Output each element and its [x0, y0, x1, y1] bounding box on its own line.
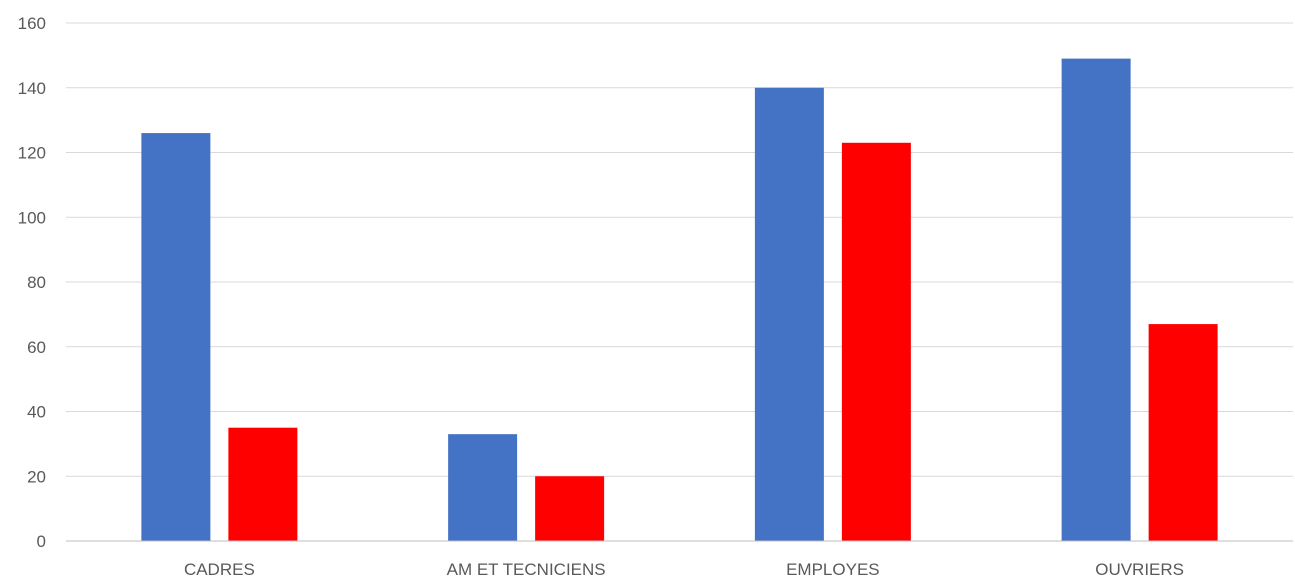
bar-ouvriers-series-2 [1148, 324, 1218, 541]
y-axis-tick-labels: 0 20 40 60 80 100 120 140 160 [18, 14, 46, 551]
bar-employes-series-1 [754, 87, 824, 541]
x-category-label: AM ET TECNICIENS [447, 560, 606, 579]
y-tick-label: 60 [27, 338, 46, 357]
x-category-label: OUVRIERS [1095, 560, 1184, 579]
gridlines [66, 22, 1293, 477]
bars [141, 58, 1218, 542]
y-tick-label: 0 [37, 532, 46, 551]
bar-am-et-tecniciens-series-1 [448, 434, 518, 541]
y-tick-label: 100 [18, 208, 46, 227]
bar-cadres-series-2 [228, 427, 298, 541]
bar-cadres-series-1 [141, 133, 211, 541]
y-tick-label: 40 [27, 403, 46, 422]
y-tick-label: 120 [18, 144, 46, 163]
y-tick-label: 160 [18, 14, 46, 33]
y-tick-label: 140 [18, 79, 46, 98]
y-tick-label: 80 [27, 273, 46, 292]
bar-employes-series-2 [841, 142, 911, 541]
x-axis-category-labels: CADRES AM ET TECNICIENS EMPLOYES OUVRIERS [184, 560, 1184, 579]
x-category-label: CADRES [184, 560, 255, 579]
x-category-label: EMPLOYES [786, 560, 880, 579]
y-tick-label: 20 [27, 467, 46, 486]
bar-am-et-tecniciens-series-2 [535, 476, 605, 541]
bar-ouvriers-series-1 [1061, 58, 1131, 542]
